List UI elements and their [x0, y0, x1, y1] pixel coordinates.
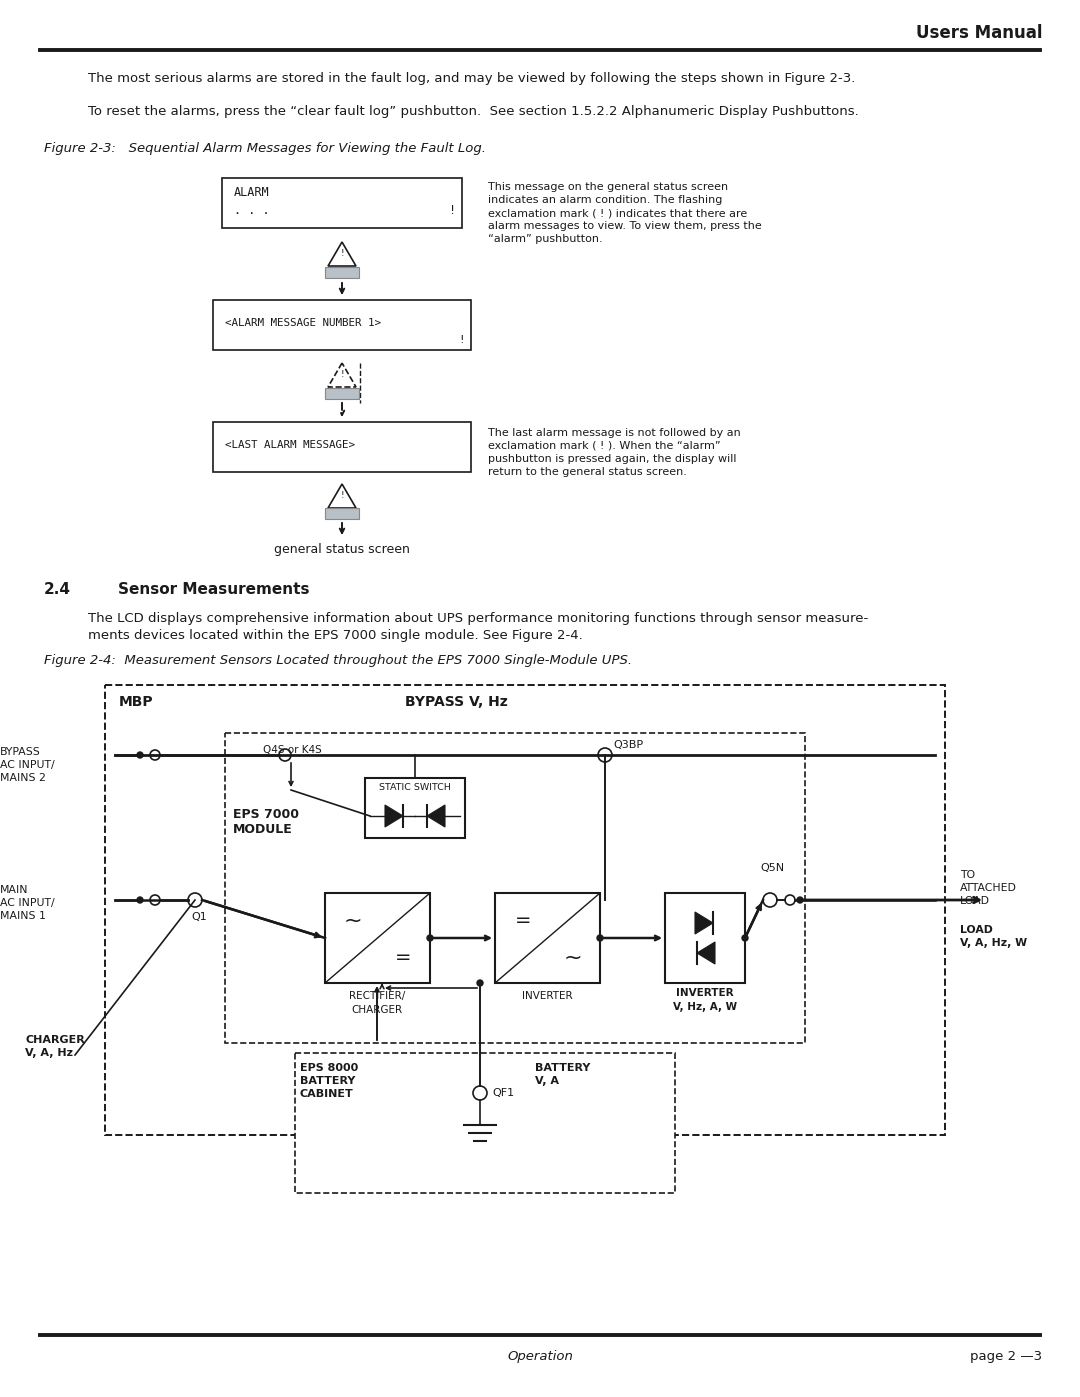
- Text: MBP: MBP: [119, 694, 153, 710]
- Text: Q5N: Q5N: [760, 863, 784, 873]
- Text: MAINS 2: MAINS 2: [0, 773, 45, 782]
- Text: V, A, Hz, W: V, A, Hz, W: [960, 937, 1027, 949]
- Text: BYPASS V, Hz: BYPASS V, Hz: [405, 694, 508, 710]
- Text: page 2 —3: page 2 —3: [970, 1350, 1042, 1363]
- FancyBboxPatch shape: [325, 509, 359, 520]
- Text: EPS 7000: EPS 7000: [233, 807, 299, 821]
- Text: return to the general status screen.: return to the general status screen.: [488, 467, 687, 476]
- Text: . . .: . . .: [234, 204, 270, 217]
- Text: The most serious alarms are stored in the fault log, and may be viewed by follow: The most serious alarms are stored in th…: [87, 73, 855, 85]
- Text: !: !: [458, 335, 465, 345]
- Text: EPS 8000: EPS 8000: [300, 1063, 359, 1073]
- Text: To reset the alarms, press the “clear fault log” pushbutton.  See section 1.5.2.: To reset the alarms, press the “clear fa…: [87, 105, 859, 117]
- Text: Q1: Q1: [191, 912, 206, 922]
- FancyBboxPatch shape: [365, 778, 465, 838]
- Circle shape: [797, 897, 804, 902]
- Text: general status screen: general status screen: [274, 543, 410, 556]
- Text: =: =: [395, 949, 411, 967]
- Text: INVERTER: INVERTER: [522, 990, 572, 1002]
- Text: =: =: [515, 911, 531, 930]
- Circle shape: [137, 752, 143, 759]
- Circle shape: [597, 935, 603, 942]
- Circle shape: [742, 935, 748, 942]
- Text: The last alarm message is not followed by an: The last alarm message is not followed b…: [488, 427, 741, 439]
- Text: V, A: V, A: [535, 1076, 559, 1085]
- Text: AC INPUT/: AC INPUT/: [0, 760, 55, 770]
- Text: <ALARM MESSAGE NUMBER 1>: <ALARM MESSAGE NUMBER 1>: [225, 319, 381, 328]
- Text: AC INPUT/: AC INPUT/: [0, 898, 55, 908]
- Text: BATTERY: BATTERY: [300, 1076, 355, 1085]
- FancyBboxPatch shape: [325, 893, 430, 983]
- Circle shape: [427, 935, 433, 942]
- Polygon shape: [427, 805, 445, 827]
- Polygon shape: [697, 942, 715, 964]
- FancyBboxPatch shape: [325, 267, 359, 278]
- Text: V, A, Hz: V, A, Hz: [25, 1048, 73, 1058]
- Text: STATIC SWITCH: STATIC SWITCH: [379, 782, 451, 792]
- Text: Q3BP: Q3BP: [613, 740, 643, 750]
- Text: QF1: QF1: [492, 1088, 514, 1098]
- Text: MODULE: MODULE: [233, 823, 293, 835]
- FancyBboxPatch shape: [222, 177, 462, 228]
- FancyBboxPatch shape: [295, 1053, 675, 1193]
- Text: MAINS 1: MAINS 1: [0, 911, 45, 921]
- Text: Sensor Measurements: Sensor Measurements: [118, 583, 310, 597]
- Text: LOAD: LOAD: [960, 895, 990, 907]
- Text: exclamation mark ( ! ) indicates that there are: exclamation mark ( ! ) indicates that th…: [488, 208, 747, 218]
- FancyBboxPatch shape: [213, 300, 471, 351]
- Text: 2.4: 2.4: [44, 583, 71, 597]
- Text: Figure 2-4:  Measurement Sensors Located throughout the EPS 7000 Single-Module U: Figure 2-4: Measurement Sensors Located …: [44, 654, 632, 666]
- Text: BYPASS: BYPASS: [0, 747, 41, 757]
- Text: exclamation mark ( ! ). When the “alarm”: exclamation mark ( ! ). When the “alarm”: [488, 441, 720, 451]
- Text: Q4S or K4S: Q4S or K4S: [264, 745, 322, 754]
- Text: RECTIFIER/: RECTIFIER/: [349, 990, 405, 1002]
- Text: Operation: Operation: [508, 1350, 572, 1363]
- Text: ATTACHED: ATTACHED: [960, 883, 1017, 893]
- Text: ~: ~: [343, 911, 362, 930]
- Text: MAIN: MAIN: [0, 886, 28, 895]
- Polygon shape: [384, 805, 403, 827]
- Text: CHARGER: CHARGER: [25, 1035, 84, 1045]
- Text: !: !: [449, 204, 456, 217]
- Text: ~: ~: [564, 949, 582, 968]
- Text: Figure 2-3:   Sequential Alarm Messages for Viewing the Fault Log.: Figure 2-3: Sequential Alarm Messages fo…: [44, 142, 486, 155]
- Circle shape: [137, 897, 143, 902]
- Text: Users Manual: Users Manual: [916, 24, 1042, 42]
- Text: CHARGER: CHARGER: [351, 1004, 403, 1016]
- Text: pushbutton is pressed again, the display will: pushbutton is pressed again, the display…: [488, 454, 737, 464]
- Circle shape: [477, 981, 483, 986]
- FancyBboxPatch shape: [665, 893, 745, 983]
- Text: TO: TO: [960, 870, 975, 880]
- Text: This message on the general status screen: This message on the general status scree…: [488, 182, 728, 191]
- Text: <LAST ALARM MESSAGE>: <LAST ALARM MESSAGE>: [225, 440, 355, 450]
- Text: !: !: [340, 370, 343, 379]
- Text: !: !: [340, 249, 343, 258]
- Text: V, Hz, A, W: V, Hz, A, W: [673, 1002, 737, 1011]
- Text: The LCD displays comprehensive information about UPS performance monitoring func: The LCD displays comprehensive informati…: [87, 612, 868, 624]
- FancyBboxPatch shape: [213, 422, 471, 472]
- Text: indicates an alarm condition. The flashing: indicates an alarm condition. The flashi…: [488, 196, 723, 205]
- Text: INVERTER: INVERTER: [676, 988, 733, 997]
- Text: ALARM: ALARM: [234, 186, 270, 198]
- Text: LOAD: LOAD: [960, 925, 993, 935]
- Text: “alarm” pushbutton.: “alarm” pushbutton.: [488, 235, 603, 244]
- FancyBboxPatch shape: [105, 685, 945, 1134]
- Polygon shape: [696, 912, 713, 935]
- Text: ments devices located within the EPS 7000 single module. See Figure 2-4.: ments devices located within the EPS 700…: [87, 629, 583, 643]
- Text: !: !: [340, 490, 343, 500]
- FancyBboxPatch shape: [325, 388, 359, 400]
- Text: BATTERY: BATTERY: [535, 1063, 591, 1073]
- Text: CABINET: CABINET: [300, 1090, 354, 1099]
- FancyBboxPatch shape: [495, 893, 600, 983]
- Text: alarm messages to view. To view them, press the: alarm messages to view. To view them, pr…: [488, 221, 761, 231]
- FancyBboxPatch shape: [225, 733, 805, 1044]
